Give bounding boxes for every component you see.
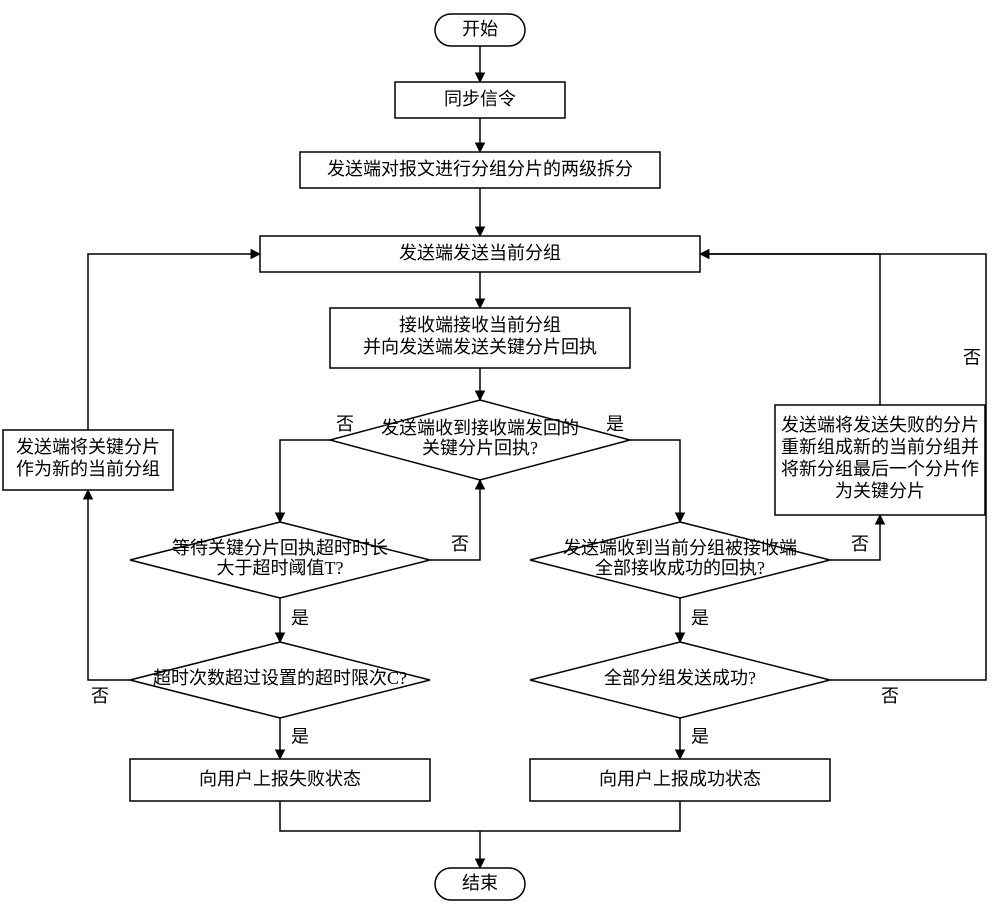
svg-text:否: 否 [963,348,981,368]
svg-text:发送端将关键分片: 发送端将关键分片 [16,437,160,457]
flowchart: 开始同步信令发送端对报文进行分组分片的两级拆分发送端发送当前分组接收端接收当前分… [0,0,1000,916]
svg-text:是: 是 [606,414,624,434]
svg-text:同步信令: 同步信令 [444,89,516,109]
svg-text:发送端发送当前分组: 发送端发送当前分组 [399,243,561,263]
svg-text:全部接收成功的回执?: 全部接收成功的回执? [595,558,765,578]
svg-text:否: 否 [851,534,869,554]
svg-text:全部分组发送成功?: 全部分组发送成功? [604,668,756,688]
svg-text:发送端将发送失败的分片: 发送端将发送失败的分片 [781,415,979,435]
svg-text:否: 否 [881,686,899,706]
svg-text:是: 是 [291,608,309,628]
svg-text:是: 是 [691,727,709,747]
svg-text:大于超时阈值T?: 大于超时阈值T? [217,558,344,578]
svg-text:结束: 结束 [462,873,498,893]
svg-text:否: 否 [91,686,109,706]
svg-text:并向发送端发送关键分片回执: 并向发送端发送关键分片回执 [363,337,597,357]
svg-text:关键分片回执?: 关键分片回执? [422,438,538,458]
svg-text:接收端接收当前分组: 接收端接收当前分组 [399,315,561,335]
svg-text:开始: 开始 [462,19,498,39]
svg-text:作为新的当前分组: 作为新的当前分组 [16,459,160,479]
svg-text:发送端对报文进行分组分片的两级拆分: 发送端对报文进行分组分片的两级拆分 [327,159,633,179]
svg-text:将新分组最后一个分片作: 将新分组最后一个分片作 [781,459,979,479]
svg-text:否: 否 [336,414,354,434]
svg-text:发送端收到接收端发回的: 发送端收到接收端发回的 [381,418,579,438]
svg-text:重新组成新的当前分组并: 重新组成新的当前分组并 [781,437,979,457]
svg-text:否: 否 [451,534,469,554]
svg-text:向用户上报失败状态: 向用户上报失败状态 [199,769,361,789]
svg-text:是: 是 [691,608,709,628]
svg-text:超时次数超过设置的超时限次C?: 超时次数超过设置的超时限次C? [153,668,407,688]
svg-text:是: 是 [291,727,309,747]
svg-text:为关键分片: 为关键分片 [835,481,925,501]
svg-text:向用户上报成功状态: 向用户上报成功状态 [599,769,761,789]
svg-text:发送端收到当前分组被接收端: 发送端收到当前分组被接收端 [563,538,797,558]
svg-text:等待关键分片回执超时时长: 等待关键分片回执超时时长 [172,538,388,558]
